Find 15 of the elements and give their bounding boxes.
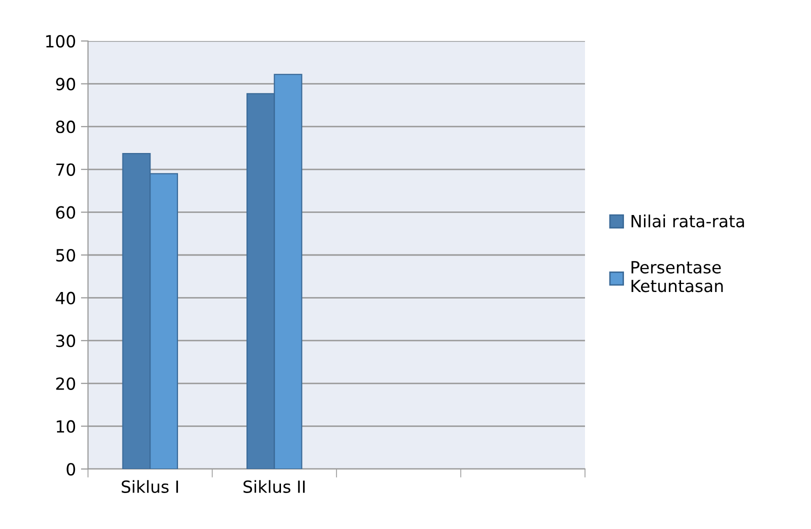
y-tick-label: 40 — [56, 292, 76, 304]
x-tick-label: Siklus I — [122, 480, 178, 494]
y-tick-label: 10 — [56, 420, 76, 433]
y-tick-label: 80 — [56, 120, 76, 134]
y-tick-label: 90 — [56, 78, 76, 90]
y-tick-label: 50 — [56, 248, 76, 262]
y-tick-label: 0 — [66, 462, 76, 476]
y-tick-label: 20 — [56, 377, 76, 390]
x-tick-label: Siklus II — [244, 480, 305, 494]
y-tick-label: 70 — [56, 163, 76, 176]
legend-label: Persentase Ketuntasan — [632, 261, 723, 292]
y-tick-label: 30 — [56, 334, 76, 348]
y-tick-label: 100 — [46, 34, 76, 48]
legend-label: Nilai rata-rata — [632, 214, 744, 228]
y-tick-label: 60 — [56, 206, 76, 219]
